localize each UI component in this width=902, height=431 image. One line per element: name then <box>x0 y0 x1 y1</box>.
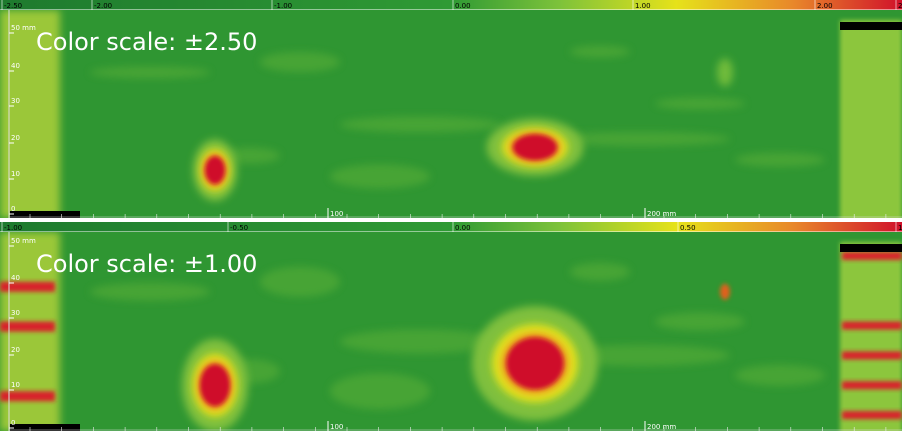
caption: Color scale: ±2.50 <box>36 28 257 56</box>
x-tick-label: 100 <box>330 210 343 218</box>
texture <box>260 266 340 297</box>
y-tick-label: 40 <box>11 62 20 70</box>
anomaly <box>720 283 730 300</box>
edge-red <box>842 351 902 360</box>
panel: -2.50 -2.00 -1.00 0.00 1.00 2.00 2 50 mm 40 30 20 1… <box>0 0 902 218</box>
color-tick-label: 0.50 <box>680 224 696 232</box>
texture <box>340 329 500 354</box>
texture <box>90 282 210 301</box>
color-tick-label: -1.00 <box>274 2 292 10</box>
color-tick-label: -1.00 <box>4 224 22 232</box>
edge-black <box>10 424 80 431</box>
color-tick-label: -2.00 <box>94 2 112 10</box>
x-tick-label: 200 mm <box>647 210 676 218</box>
edge-right <box>840 242 902 431</box>
texture <box>655 312 745 331</box>
y-tick-label: 20 <box>11 134 20 142</box>
map-content <box>0 232 902 431</box>
color-tick-label: 0.00 <box>455 224 471 232</box>
texture <box>550 131 730 146</box>
edge-black <box>10 211 80 218</box>
texture <box>330 373 430 410</box>
y-tick-label: 50 mm <box>11 237 36 245</box>
edge-red <box>842 381 902 390</box>
texture <box>655 97 745 110</box>
x-tick-label: 100 <box>330 423 343 431</box>
edge-black <box>840 22 902 30</box>
map <box>0 10 902 218</box>
y-tick-label: 20 <box>11 346 20 354</box>
y-tick-label: 10 <box>11 381 20 389</box>
color-tick-label: 1.00 <box>635 2 651 10</box>
edge-red <box>0 391 55 402</box>
edge-red <box>0 321 55 332</box>
y-tick-label: 0 <box>11 205 15 213</box>
anomaly <box>506 337 564 390</box>
texture <box>330 164 430 189</box>
y-tick-label: 40 <box>11 274 20 282</box>
caption: Color scale: ±1.00 <box>36 250 257 278</box>
color-tick-label: 2.00 <box>817 2 833 10</box>
anomaly <box>205 156 225 185</box>
color-tick-label: 2 <box>898 2 902 10</box>
texture <box>570 262 630 281</box>
color-bar <box>0 222 902 232</box>
y-tick-label: 10 <box>11 170 20 178</box>
edge-black <box>840 244 902 252</box>
color-tick-label: -0.50 <box>230 224 248 232</box>
edge-red <box>842 321 902 330</box>
edge-red <box>842 411 902 420</box>
y-tick-label: 0 <box>11 419 15 427</box>
texture <box>340 116 500 133</box>
color-tick-label: -2.50 <box>4 2 22 10</box>
y-tick-label: 50 mm <box>11 24 36 32</box>
color-tick-label: 1 <box>898 224 902 232</box>
edge-left <box>0 10 60 218</box>
color-bar <box>0 0 902 10</box>
edge-red <box>842 251 902 260</box>
map-content <box>0 10 902 218</box>
texture <box>260 52 340 72</box>
edge-red <box>0 281 55 292</box>
texture <box>735 364 825 386</box>
texture <box>570 45 630 58</box>
color-tick-label: 0.00 <box>455 2 471 10</box>
anomaly <box>513 134 557 161</box>
y-tick-label: 30 <box>11 309 20 317</box>
texture <box>90 66 210 79</box>
x-tick-label: 200 mm <box>647 423 676 431</box>
texture <box>735 152 825 167</box>
anomaly <box>717 58 733 87</box>
y-tick-label: 30 <box>11 97 20 105</box>
edge-right <box>840 20 902 218</box>
anomaly <box>200 364 230 407</box>
